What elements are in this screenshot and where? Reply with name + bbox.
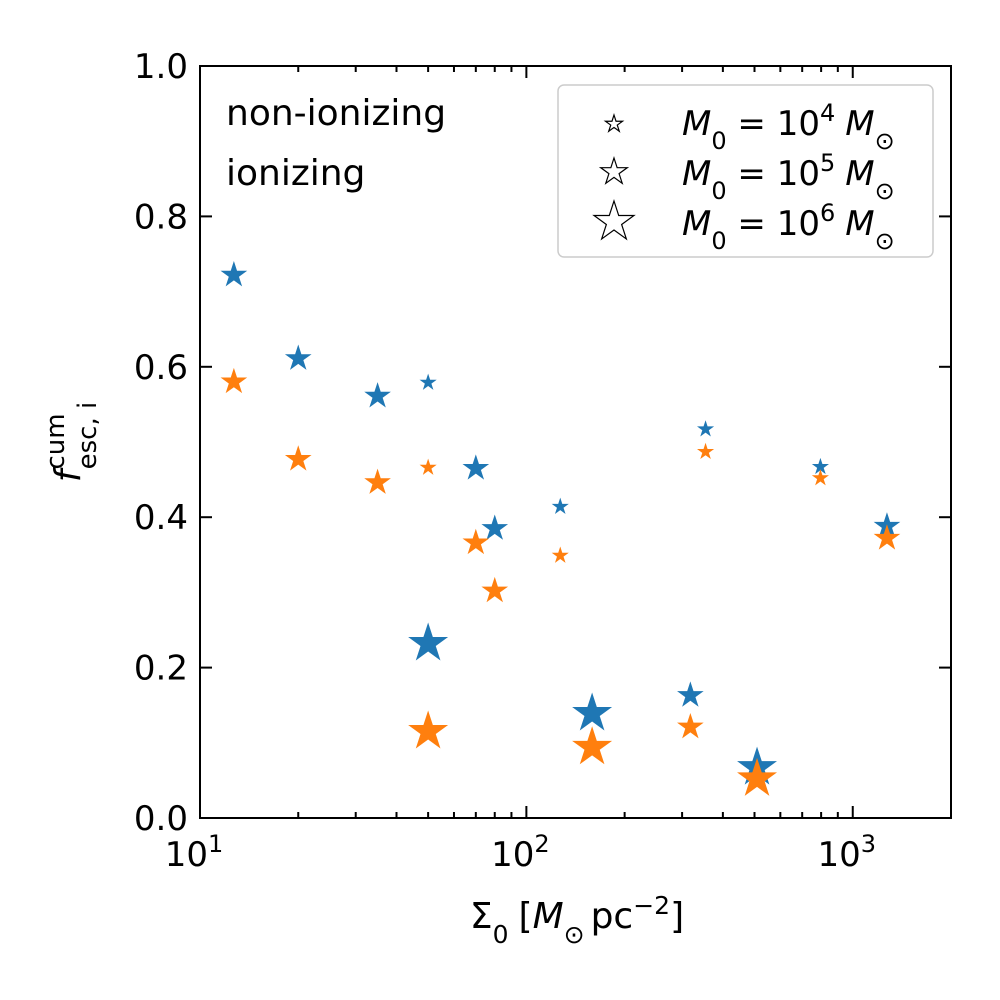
point-ionizing-6	[551, 546, 569, 563]
point-ionizing-10	[697, 442, 715, 460]
point-non-ionizing-8	[572, 692, 613, 731]
point-non-ionizing-7	[408, 622, 449, 661]
legend-marker-4	[603, 113, 625, 133]
legend-markers	[592, 113, 636, 241]
y-tick-label: 0.8	[134, 197, 188, 237]
ticks-layer: 101 102 103 0.0 0.2 0.4 0.6 0.8 1.0	[134, 47, 951, 875]
point-ionizing-3	[419, 458, 437, 475]
series-label-ionizing: ionizing	[226, 153, 365, 194]
series-label-non-ionizing: non-ionizing	[226, 93, 446, 134]
legend-entry-0: M0 = 104 M⊙	[682, 99, 895, 155]
points-layer	[220, 261, 901, 796]
y-tick-label: 1.0	[134, 47, 188, 87]
point-ionizing-9	[677, 713, 704, 739]
point-non-ionizing-5	[481, 514, 509, 540]
point-non-ionizing-12	[811, 457, 829, 475]
point-non-ionizing-6	[551, 497, 569, 514]
legend-entry-1: M0 = 105 M⊙	[682, 149, 895, 205]
y-tick-label: 0.4	[134, 498, 188, 538]
x-tick-label: 103	[817, 830, 876, 875]
point-non-ionizing-3	[419, 373, 437, 390]
y-tick-label: 0.2	[134, 649, 188, 689]
x-axis-label: Σ0 [M⊙ pc−2]	[470, 891, 684, 949]
point-non-ionizing-9	[677, 681, 704, 707]
point-ionizing-0	[220, 367, 248, 394]
x-tick-label: 102	[491, 830, 550, 875]
point-ionizing-1	[284, 445, 312, 471]
legend-marker-6	[592, 199, 636, 241]
point-non-ionizing-4	[462, 454, 490, 480]
point-non-ionizing-0	[220, 261, 248, 287]
y-axis-label: fcumesc, i	[41, 402, 103, 482]
point-ionizing-13	[873, 524, 901, 550]
legend: M0 = 104 M⊙ M0 = 105 M⊙ M0 = 106 M⊙	[557, 84, 934, 258]
point-ionizing-8	[572, 726, 613, 765]
y-tick-label: 0.6	[134, 348, 188, 388]
point-non-ionizing-2	[364, 382, 391, 408]
legend-marker-5	[598, 156, 630, 185]
point-non-ionizing-1	[284, 344, 312, 370]
y-tick-label: 0.0	[134, 799, 188, 839]
point-ionizing-4	[462, 528, 490, 555]
point-ionizing-5	[481, 576, 509, 603]
point-ionizing-7	[408, 710, 449, 749]
point-ionizing-12	[811, 469, 829, 486]
legend-entry-2: M0 = 106 M⊙	[682, 199, 895, 255]
legend-box	[557, 84, 934, 258]
point-ionizing-2	[364, 468, 391, 494]
x-tick-label: 101	[165, 830, 224, 875]
point-non-ionizing-10	[697, 420, 715, 437]
plot-frame	[199, 65, 952, 819]
point-ionizing-11	[737, 757, 777, 796]
